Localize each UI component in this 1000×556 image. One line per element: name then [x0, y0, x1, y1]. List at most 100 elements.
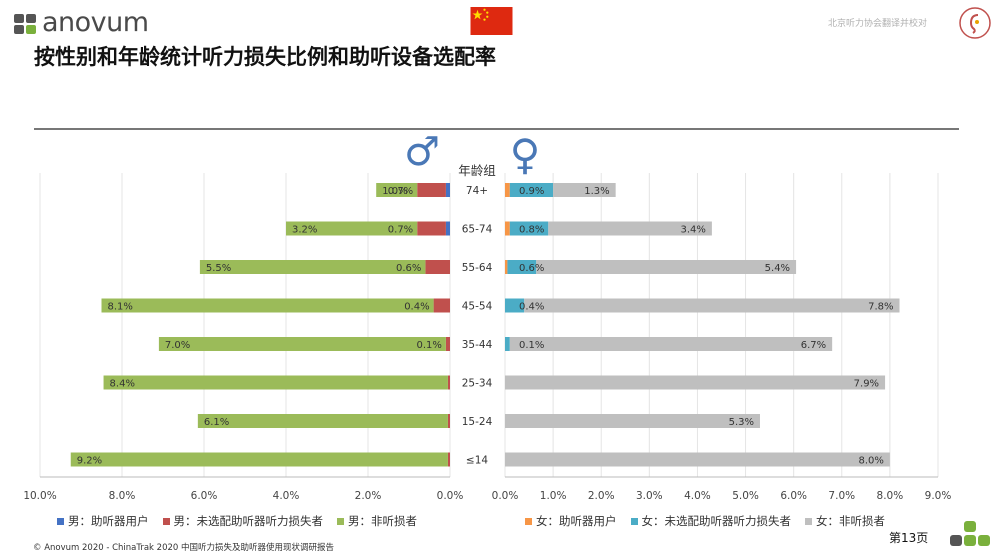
grid-layer	[39, 173, 939, 478]
male-unaided-bar	[445, 337, 450, 351]
female-tick-label: 6.0%	[780, 490, 807, 502]
male-unaided-label: 0.7%	[388, 186, 413, 197]
male-nonloss-label: 5.5%	[206, 263, 231, 274]
legend-swatch-male-unaided	[162, 517, 170, 525]
male-nonloss-bar	[199, 260, 426, 274]
age-category-label: 55-64	[462, 262, 493, 274]
legend-swatch-female-aid	[525, 517, 532, 525]
corner-logo-icon	[950, 521, 990, 553]
male-nonloss-label: 8.1%	[108, 302, 133, 313]
age-category-label: 74+	[466, 185, 488, 197]
female-unaided-bar	[505, 337, 510, 351]
male-nonloss-bar	[101, 298, 434, 313]
male-unaided-label: 0.4%	[404, 302, 429, 313]
age-category-label: 65-74	[462, 224, 493, 236]
male-aid-bar	[445, 221, 450, 236]
legend-item-male-unaided: 男：未选配助听器听力损失者	[162, 513, 323, 529]
female-nonloss-label: 8.0%	[858, 456, 883, 467]
female-nonloss-bar	[509, 337, 833, 351]
male-nonloss-label: 9.2%	[77, 456, 102, 467]
female-unaided-bar	[509, 183, 554, 197]
female-tick-label: 4.0%	[684, 490, 711, 502]
legend-item-female-aid: 女：助听器用户	[525, 513, 617, 529]
male-nonloss-label: 6.1%	[204, 417, 229, 428]
male-tick-label: 10.0%	[23, 490, 56, 502]
copyright-text: © Anovum 2020 - ChinaTrak 2020 中国听力损失及助听…	[33, 543, 334, 553]
logo-squares-icon	[14, 14, 40, 36]
female-tick-label: 2.0%	[588, 490, 615, 502]
legend-label-female-unaided: 女：未选配助听器听力损失者	[641, 514, 792, 528]
male-unaided-bar	[447, 414, 450, 428]
female-tick-label: 9.0%	[925, 490, 952, 502]
female-aid-bar	[505, 221, 510, 236]
female-unaided-label: 0.9%	[519, 186, 544, 197]
male-nonloss-bar	[286, 221, 418, 236]
male-unaided-bar	[447, 452, 450, 467]
female-unaided-bar	[509, 221, 549, 236]
female-aid-bar	[505, 183, 510, 197]
legend-label-female-aid: 女：助听器用户	[536, 514, 617, 528]
female-nonloss-label: 5.4%	[765, 263, 790, 274]
female-legend: 女：助听器用户 女：未选配助听器听力损失者 女：非听损者	[525, 513, 899, 529]
female-nonloss-bar	[505, 414, 760, 428]
age-category-label: 15-24	[462, 416, 493, 428]
bar-layer	[70, 183, 900, 467]
male-nonloss-bar	[70, 452, 448, 467]
male-nonloss-label: 8.4%	[110, 379, 135, 390]
male-unaided-label: 0.7%	[388, 225, 413, 236]
female-nonloss-label: 7.9%	[854, 379, 879, 390]
female-symbol-icon: ♀	[510, 130, 541, 179]
male-nonloss-bar	[103, 375, 448, 390]
female-tick-label: 0.0%	[492, 490, 519, 502]
male-unaided-label: 0.1%	[416, 340, 441, 351]
legend-label-male-aid: 男：助听器用户	[68, 514, 149, 528]
male-nonloss-bar	[376, 183, 418, 197]
anovum-logo: anovum	[6, 4, 149, 44]
male-nonloss-label: 7.0%	[165, 340, 190, 351]
female-nonloss-bar	[505, 375, 886, 390]
male-unaided-label: 0.6%	[396, 263, 421, 274]
female-tick-label: 8.0%	[877, 490, 904, 502]
legend-swatch-male-aid	[57, 517, 64, 525]
male-tick-label: 2.0%	[355, 490, 382, 502]
ear-logo-icon	[959, 7, 991, 39]
male-legend: 男：助听器用户 男：未选配助听器听力损失者 男：非听损者	[57, 513, 431, 529]
legend-item-male-nonloss: 男：非听损者	[337, 513, 417, 529]
male-tick-label: 0.0%	[437, 490, 464, 502]
male-unaided-bar	[433, 298, 450, 313]
legend-swatch-female-unaided	[630, 517, 638, 525]
legend-swatch-male-nonloss	[337, 517, 344, 525]
page-number: 第13页	[889, 531, 929, 545]
legend-item-male-aid: 男：助听器用户	[57, 513, 149, 529]
male-unaided-bar	[425, 260, 450, 274]
female-nonloss-bar	[548, 221, 712, 236]
label-layer: 10.0% 8.0% 6.0% 4.0% 2.0% 0.0% 0.0% 1.0% 2.0% 3.0…	[23, 185, 951, 502]
female-unaided-label: 0.4%	[519, 302, 544, 313]
female-nonloss-label: 6.7%	[801, 340, 826, 351]
legend-item-female-unaided: 女：未选配助听器听力损失者	[630, 513, 792, 529]
male-symbol-icon: ♂	[404, 129, 440, 175]
female-unaided-bar	[507, 260, 537, 274]
female-nonloss-bar	[553, 183, 616, 197]
age-category-label: ≤14	[466, 455, 488, 467]
female-nonloss-bar	[524, 298, 900, 313]
pyramid-chart: 10.0% 8.0% 6.0% 4.0% 2.0% 0.0% 0.0% 1.0% 2.0% 3.0…	[23, 129, 951, 502]
translation-note: 北京听力协会翻译并校对	[828, 19, 928, 29]
female-nonloss-label: 7.8%	[868, 302, 893, 313]
female-nonloss-label: 1.3%	[584, 186, 609, 197]
age-category-label: 45-54	[462, 301, 493, 313]
male-tick-label: 6.0%	[191, 490, 218, 502]
age-category-label: 25-34	[462, 378, 493, 390]
male-unaided-bar	[447, 375, 450, 390]
female-tick-label: 5.0%	[732, 490, 759, 502]
male-nonloss-bar	[158, 337, 446, 351]
female-unaided-label: 0.8%	[519, 225, 544, 236]
logo-text: anovum	[42, 7, 149, 38]
male-nonloss-bar	[197, 414, 448, 428]
center-label: 年龄组	[458, 163, 496, 178]
page-title: 按性别和年龄统计听力损失比例和助听设备选配率	[34, 45, 496, 69]
male-nonloss-label: 1.0%	[382, 186, 407, 197]
female-nonloss-label: 5.3%	[729, 417, 754, 428]
male-unaided-bar	[417, 221, 446, 236]
male-nonloss-label: 3.2%	[292, 225, 317, 236]
